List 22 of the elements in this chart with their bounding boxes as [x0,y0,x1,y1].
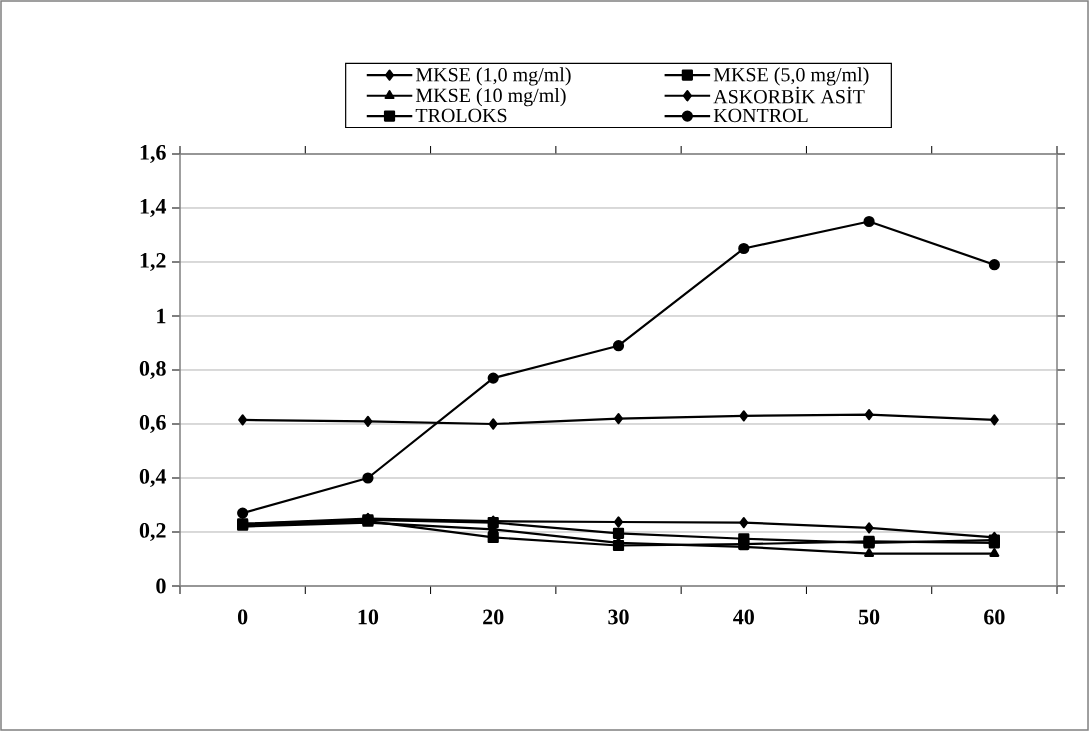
x-tick-label: 10 [358,609,379,625]
x-tick-label: 60 [984,609,1005,625]
legend-label: MKSE (10 mg/ml) [415,88,566,107]
y-tick-label: 0,2 [139,522,166,542]
legend-label: KONTROL [713,108,808,123]
legend-label: ASKORBİK ASİT [713,86,865,104]
y-tick-label: 0,4 [139,468,167,488]
x-tick-label: 20 [483,609,504,625]
y-tick-label: 0,8 [139,360,166,380]
y-tick-label: 1,6 [140,145,166,163]
y-tick-label: 0 [156,578,166,594]
y-tick-label: 0,6 [139,414,166,434]
x-tick-label: 30 [608,609,629,625]
y-tick-label: 1,4 [140,199,167,217]
y-tick-label: 1 [157,308,166,324]
legend-label: MKSE (1,0 mg/ml) [415,67,571,86]
x-tick-label: 0 [237,609,248,625]
y-tick-label: 1,2 [140,253,166,271]
x-tick-label: 40 [733,609,754,625]
x-tick-label: 50 [858,609,880,625]
legend-label: TROLOKS [415,108,507,123]
legend-label: MKSE (5,0 mg/ml) [713,67,869,86]
